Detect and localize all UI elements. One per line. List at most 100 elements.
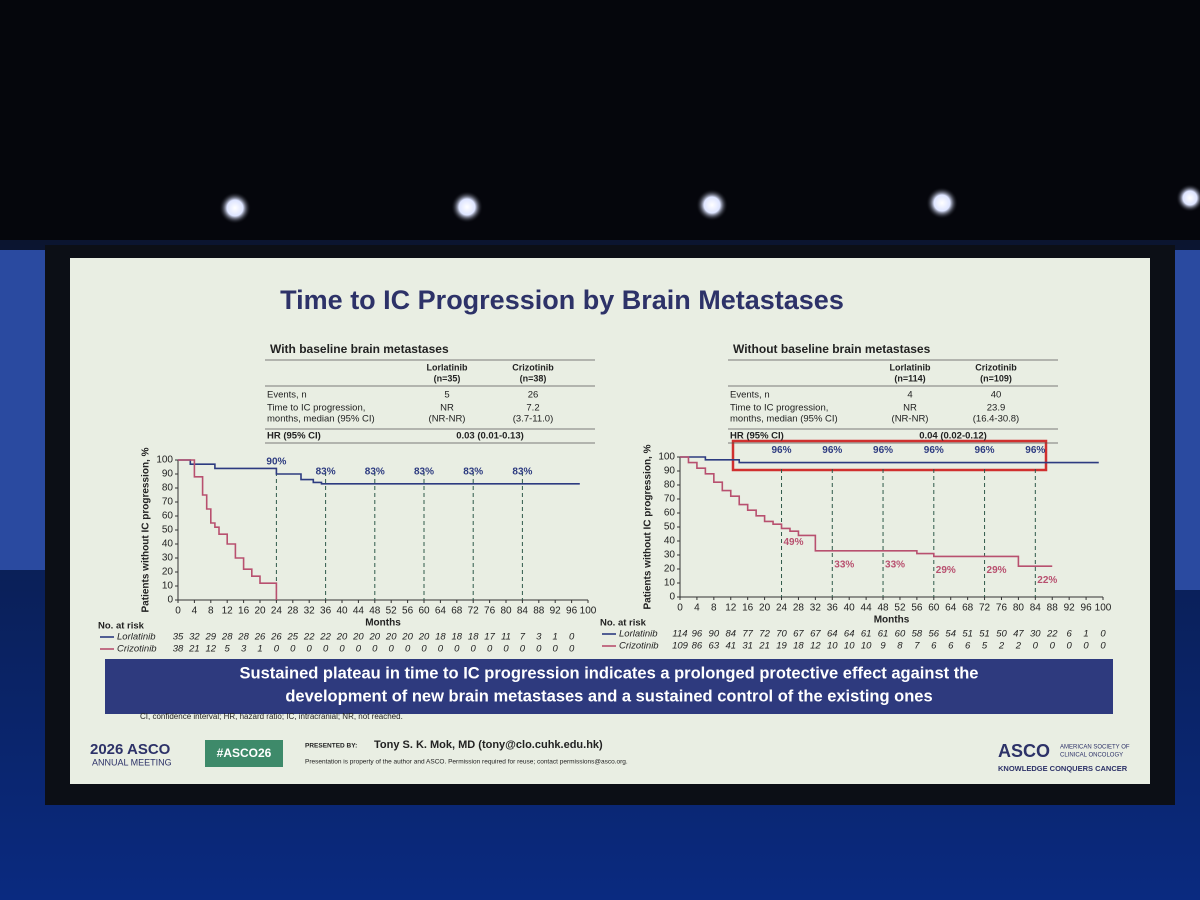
presenter: Tony S. K. Mok, MD (tony@clo.cuhk.edu.hk… [374, 739, 603, 751]
risk-count: 18 [452, 632, 463, 643]
table-cell: months, median (95% CI) [730, 414, 838, 425]
risk-count: 0 [536, 644, 542, 655]
x-tick-label: 16 [742, 603, 754, 614]
y-tick-label: 40 [664, 536, 676, 547]
table-cell: 40 [991, 390, 1002, 401]
legend-label: Lorlatinib [117, 632, 156, 643]
x-tick-label: 0 [175, 606, 181, 617]
risk-count: 28 [237, 632, 249, 643]
survival-curve [680, 456, 1099, 464]
y-tick-label: 70 [162, 497, 174, 508]
column-header: Lorlatinib [890, 362, 931, 372]
y-tick-label: 40 [162, 539, 174, 550]
stage-light [219, 192, 251, 224]
legend-label: Crizotinib [619, 641, 659, 652]
table-cell: (NR-NR) [892, 414, 929, 425]
risk-count: 0 [356, 644, 362, 655]
risk-count: 0 [569, 644, 575, 655]
highlight-box [731, 439, 1048, 472]
x-tick-label: 36 [827, 603, 839, 614]
y-tick-label: 90 [664, 466, 676, 477]
risk-count: 0 [1050, 641, 1056, 652]
y-axis-label: Patients without IC progression, % [643, 444, 654, 609]
landmark-label: 96% [975, 445, 995, 456]
landmark-label: 49% [784, 537, 804, 548]
x-tick-label: 28 [793, 603, 805, 614]
x-tick-label: 88 [1047, 603, 1059, 614]
banner-text: Sustained plateau in time to IC progress… [240, 664, 979, 682]
x-tick-label: 44 [861, 603, 873, 614]
risk-count: 67 [793, 629, 804, 640]
risk-count: 0 [1033, 641, 1039, 652]
x-tick-label: 8 [711, 603, 717, 614]
y-tick-label: 30 [664, 550, 676, 561]
y-tick-label: 60 [664, 508, 676, 519]
x-tick-label: 68 [451, 606, 463, 617]
risk-count: 7 [914, 641, 920, 652]
risk-count: 0 [520, 644, 526, 655]
risk-count: 0 [405, 644, 411, 655]
risk-count: 0 [274, 644, 280, 655]
risk-count: 18 [793, 641, 804, 652]
risk-count: 61 [861, 629, 872, 640]
y-tick-label: 80 [664, 480, 676, 491]
risk-count: 11 [501, 632, 511, 643]
y-tick-label: 30 [162, 553, 174, 564]
landmark-label: 96% [924, 445, 944, 456]
x-tick-label: 92 [550, 606, 562, 617]
logo: ASCO [998, 741, 1050, 761]
table-cell: months, median (95% CI) [267, 414, 375, 425]
x-tick-label: 32 [304, 606, 316, 617]
risk-count: 58 [912, 629, 923, 640]
table-heading: With baseline brain metastases [270, 342, 449, 356]
risk-count: 12 [810, 641, 821, 652]
risk-count: 67 [810, 629, 821, 640]
y-tick-label: 10 [664, 578, 676, 589]
y-tick-label: 70 [664, 494, 676, 505]
risk-count: 90 [709, 629, 720, 640]
landmark-label: 83% [414, 466, 434, 477]
risk-count: 0 [389, 644, 395, 655]
table-cell: NR [440, 403, 454, 414]
risk-count: 1 [257, 644, 262, 655]
x-tick-label: 84 [1030, 603, 1042, 614]
x-tick-label: 72 [979, 603, 991, 614]
table-cell: HR (95% CI) [267, 431, 321, 442]
table-cell: 0.03 (0.01-0.13) [456, 431, 524, 442]
table-cell: Events, n [267, 390, 307, 401]
risk-count: 64 [844, 629, 855, 640]
risk-count: 2 [998, 641, 1005, 652]
hashtag-box [205, 740, 283, 767]
risk-count: 60 [895, 629, 906, 640]
x-tick-label: 96 [1081, 603, 1093, 614]
risk-count: 6 [1067, 629, 1073, 640]
risk-count: 61 [878, 629, 889, 640]
risk-count: 28 [221, 632, 233, 643]
risk-count: 0 [323, 644, 329, 655]
stage-light [1176, 184, 1200, 212]
risk-label: No. at risk [600, 618, 647, 629]
logo-sub: CLINICAL ONCOLOGY [1060, 753, 1123, 759]
legend-label: Crizotinib [117, 644, 157, 655]
y-tick-label: 100 [658, 452, 675, 463]
risk-count: 0 [307, 644, 313, 655]
risk-count: 0 [503, 644, 509, 655]
y-tick-label: 50 [664, 522, 676, 533]
risk-count: 29 [205, 632, 217, 643]
x-tick-label: 48 [877, 603, 889, 614]
risk-count: 20 [352, 632, 364, 643]
risk-count: 8 [897, 641, 903, 652]
risk-label: No. at risk [98, 621, 145, 632]
risk-count: 70 [776, 629, 787, 640]
risk-count: 20 [418, 632, 430, 643]
x-tick-label: 56 [402, 606, 414, 617]
notice: Presentation is property of the author a… [305, 759, 628, 766]
table-cell: NR [903, 403, 917, 414]
x-tick-label: 4 [192, 606, 198, 617]
table-heading: Without baseline brain metastases [733, 342, 931, 356]
table-cell: 4 [907, 390, 912, 401]
x-axis-label: Months [365, 618, 401, 629]
footnote: CI, confidence interval; HR, hazard rati… [140, 712, 403, 721]
x-tick-label: 64 [435, 606, 447, 617]
